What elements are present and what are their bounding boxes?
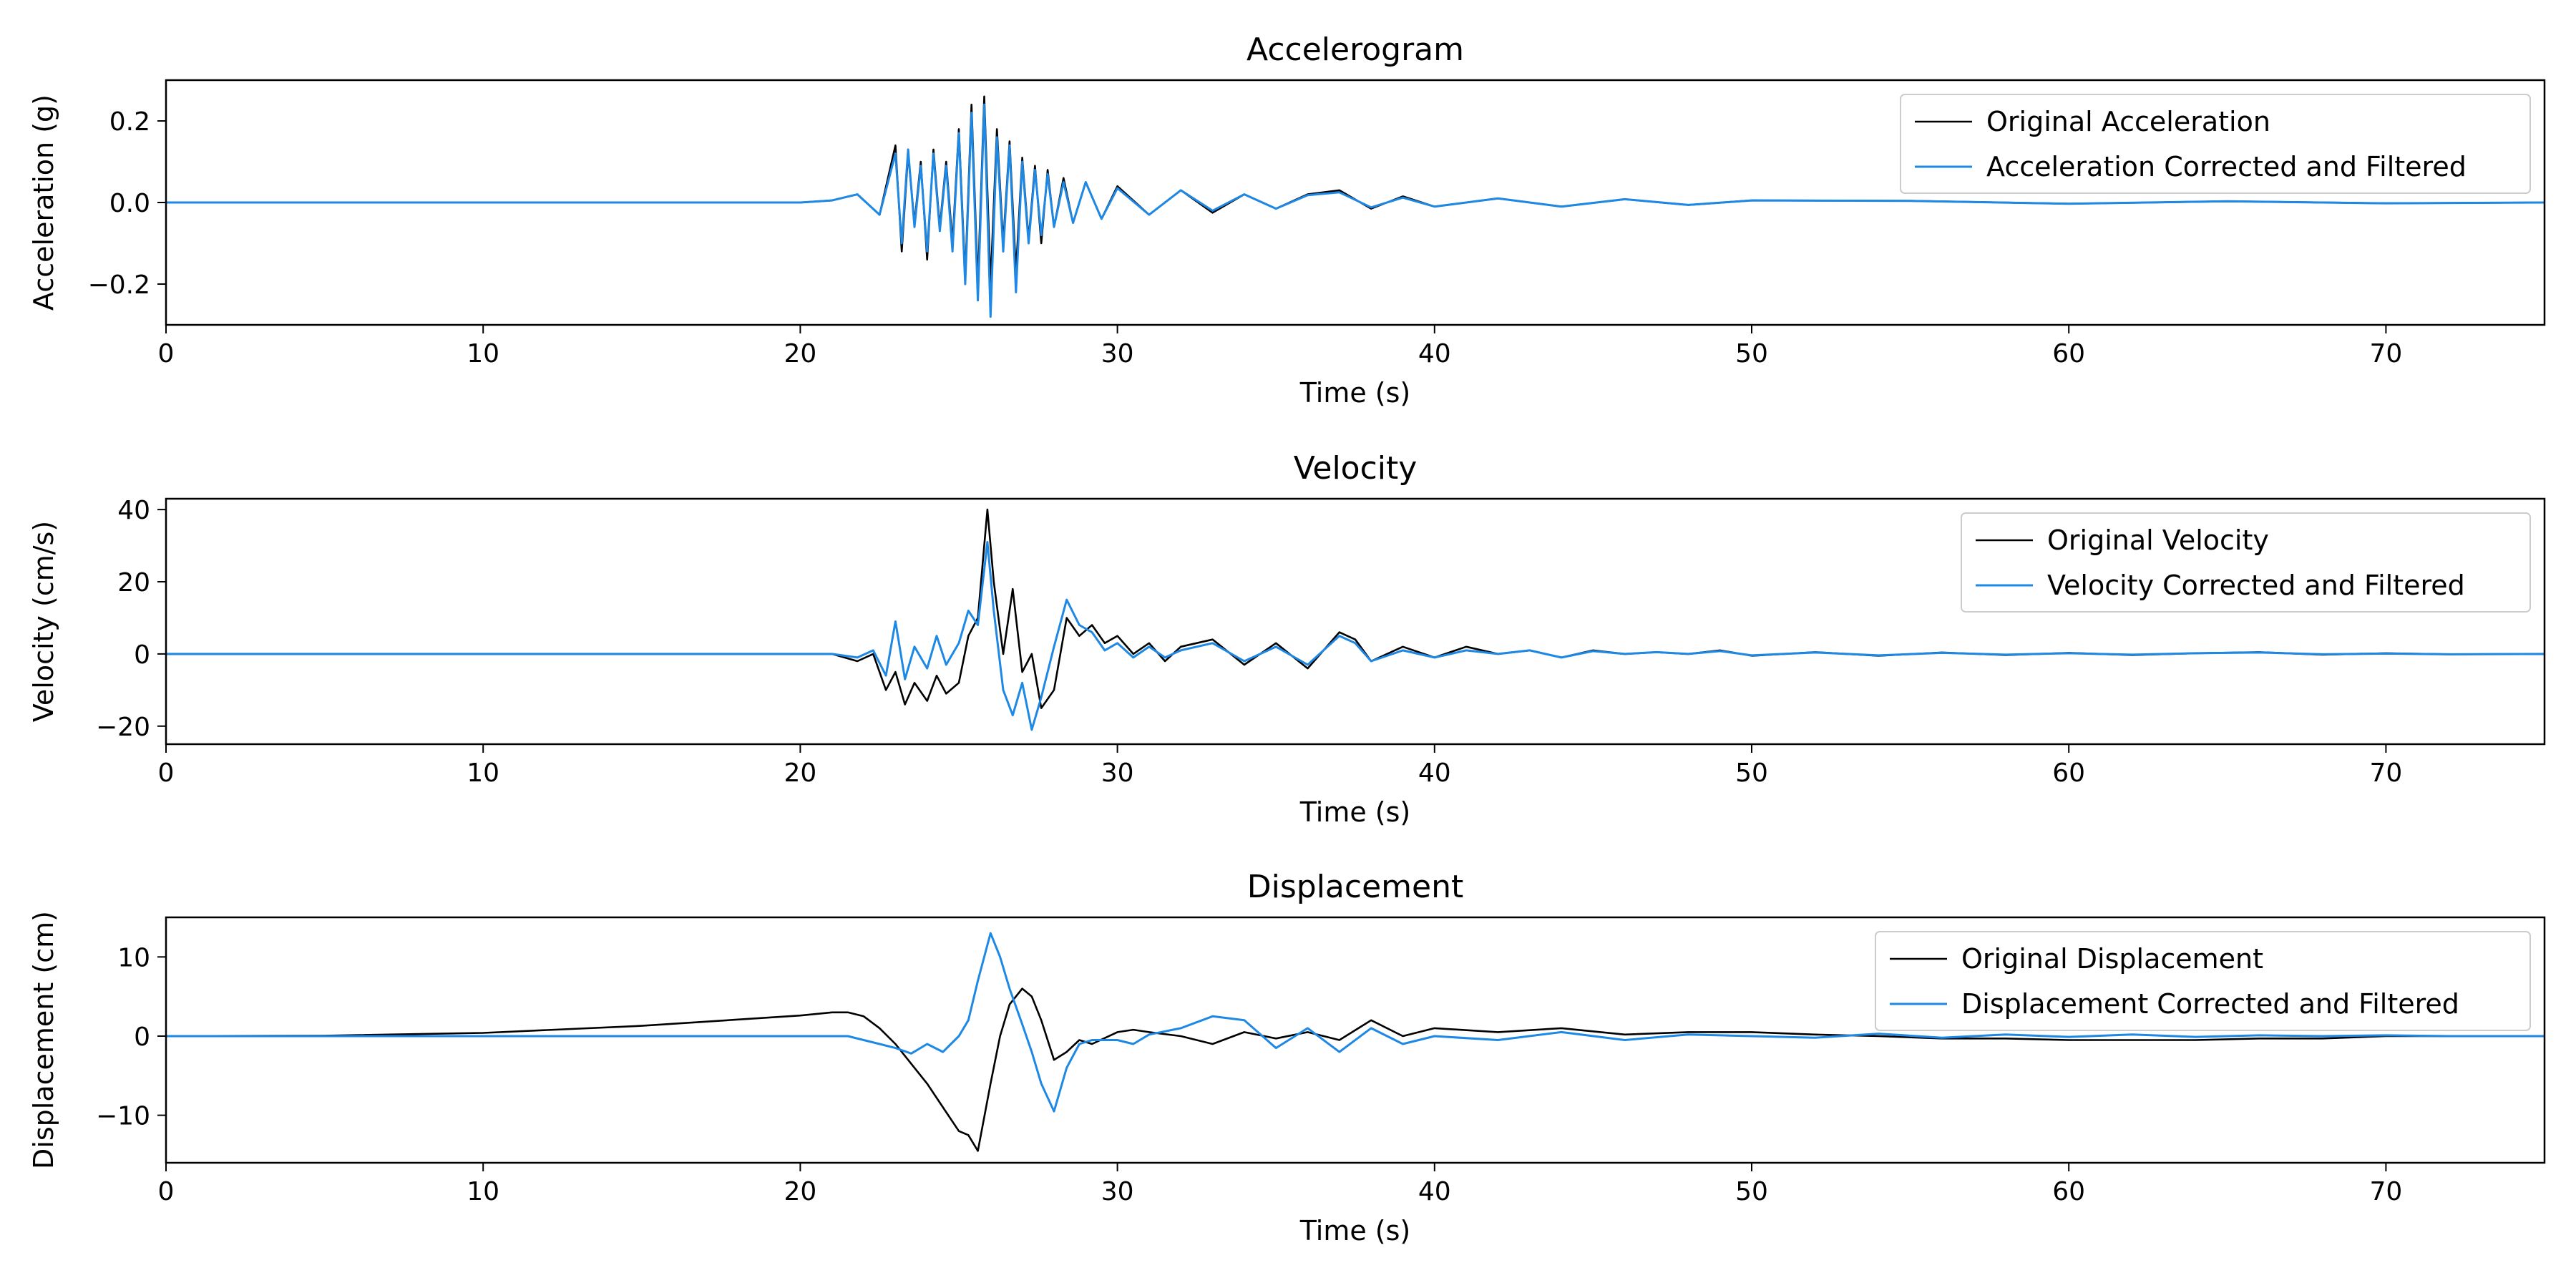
x-tick-label: 40	[1418, 758, 1451, 788]
series-group	[166, 508, 2545, 731]
legend-box	[1961, 512, 2531, 613]
x-tick-label: 40	[1418, 339, 1451, 369]
x-axis-label: Time (s)	[1299, 796, 1411, 828]
y-tick-label: 0.0	[109, 189, 150, 218]
series-line-displacement-corrected-and-filtered	[166, 932, 2545, 1113]
series-line-acceleration-corrected-and-filtered	[166, 103, 2545, 318]
x-tick-label: 50	[1735, 339, 1768, 369]
x-tick-label: 60	[2052, 339, 2085, 369]
chart-title: Velocity	[1294, 450, 1418, 487]
x-tick-label: 70	[2369, 1177, 2402, 1206]
series-group	[166, 932, 2545, 1152]
plot-frame	[165, 916, 2546, 1164]
legend-label-acceleration-corrected-and-filtered: Acceleration Corrected and Filtered	[1986, 151, 2467, 182]
y-tick-label: −20	[96, 713, 150, 742]
x-tick-label: 20	[784, 1177, 816, 1206]
legend-label-original-displacement: Original Displacement	[1961, 943, 2263, 975]
x-tick-label: 0	[158, 1177, 175, 1206]
x-tick-label: 30	[1101, 758, 1134, 788]
series-line-velocity-corrected-and-filtered	[166, 541, 2545, 731]
y-axis-label: Velocity (cm/s)	[28, 521, 59, 722]
legend-label-original-acceleration: Original Acceleration	[1986, 106, 2270, 137]
x-tick-label: 60	[2052, 758, 2085, 788]
chart-displacement: Displacement 0 10 20 30 40 50 60 70 −10 0 10 Time (s…	[28, 869, 2546, 1246]
legend: Original Displacement Displacement Correc…	[1875, 931, 2531, 1031]
x-tick-label: 10	[467, 758, 499, 788]
legend-box	[1900, 94, 2531, 194]
x-tick-label: 0	[158, 758, 175, 788]
x-tick-label: 30	[1101, 339, 1134, 369]
y-tick-label: 0	[134, 640, 150, 670]
x-tick-label: 20	[784, 758, 816, 788]
x-axis-label: Time (s)	[1299, 377, 1411, 409]
x-tick-label: 0	[158, 339, 175, 369]
y-axis-label: Acceleration (g)	[28, 94, 59, 311]
x-tick-label: 50	[1735, 1177, 1768, 1206]
x-tick-label: 70	[2369, 339, 2402, 369]
legend-label-original-velocity: Original Velocity	[2047, 525, 2269, 556]
y-tick-label: 0	[134, 1023, 150, 1052]
x-tick-label: 60	[2052, 1177, 2085, 1206]
plot-frame	[165, 497, 2546, 746]
chart-panels: Accelerogram 0 10 20 30 40 50 60 70 −0.2 0.0 0.2 Tim…	[28, 31, 2546, 1246]
x-tick-label: 40	[1418, 1177, 1451, 1206]
y-tick-label: 10	[117, 943, 150, 972]
legend-box	[1875, 931, 2531, 1031]
y-tick-label: −0.2	[88, 270, 150, 300]
legend: Original Velocity Velocity Corrected and …	[1961, 512, 2531, 613]
series-group	[166, 95, 2545, 318]
x-tick-label: 50	[1735, 758, 1768, 788]
x-axis-label: Time (s)	[1299, 1215, 1411, 1246]
y-tick-label: −10	[96, 1102, 150, 1131]
y-tick-label: 40	[117, 496, 150, 525]
chart-title: Accelerogram	[1246, 31, 1464, 68]
x-tick-label: 70	[2369, 758, 2402, 788]
y-tick-label: 0.2	[109, 107, 150, 137]
legend: Original Acceleration Acceleration Correc…	[1900, 94, 2531, 194]
legend-label-velocity-corrected-and-filtered: Velocity Corrected and Filtered	[2047, 570, 2465, 601]
y-axis-label: Displacement (cm)	[28, 911, 59, 1169]
chart-title: Displacement	[1247, 869, 1463, 905]
x-tick-label: 10	[467, 339, 499, 369]
y-tick-label: 20	[117, 568, 150, 597]
x-tick-label: 10	[467, 1177, 499, 1206]
x-tick-label: 30	[1101, 1177, 1134, 1206]
chart-accelerogram: Accelerogram 0 10 20 30 40 50 60 70 −0.2 0.0 0.2 Tim…	[28, 31, 2546, 409]
legend-label-displacement-corrected-and-filtered: Displacement Corrected and Filtered	[1961, 988, 2459, 1020]
x-tick-label: 20	[784, 339, 816, 369]
